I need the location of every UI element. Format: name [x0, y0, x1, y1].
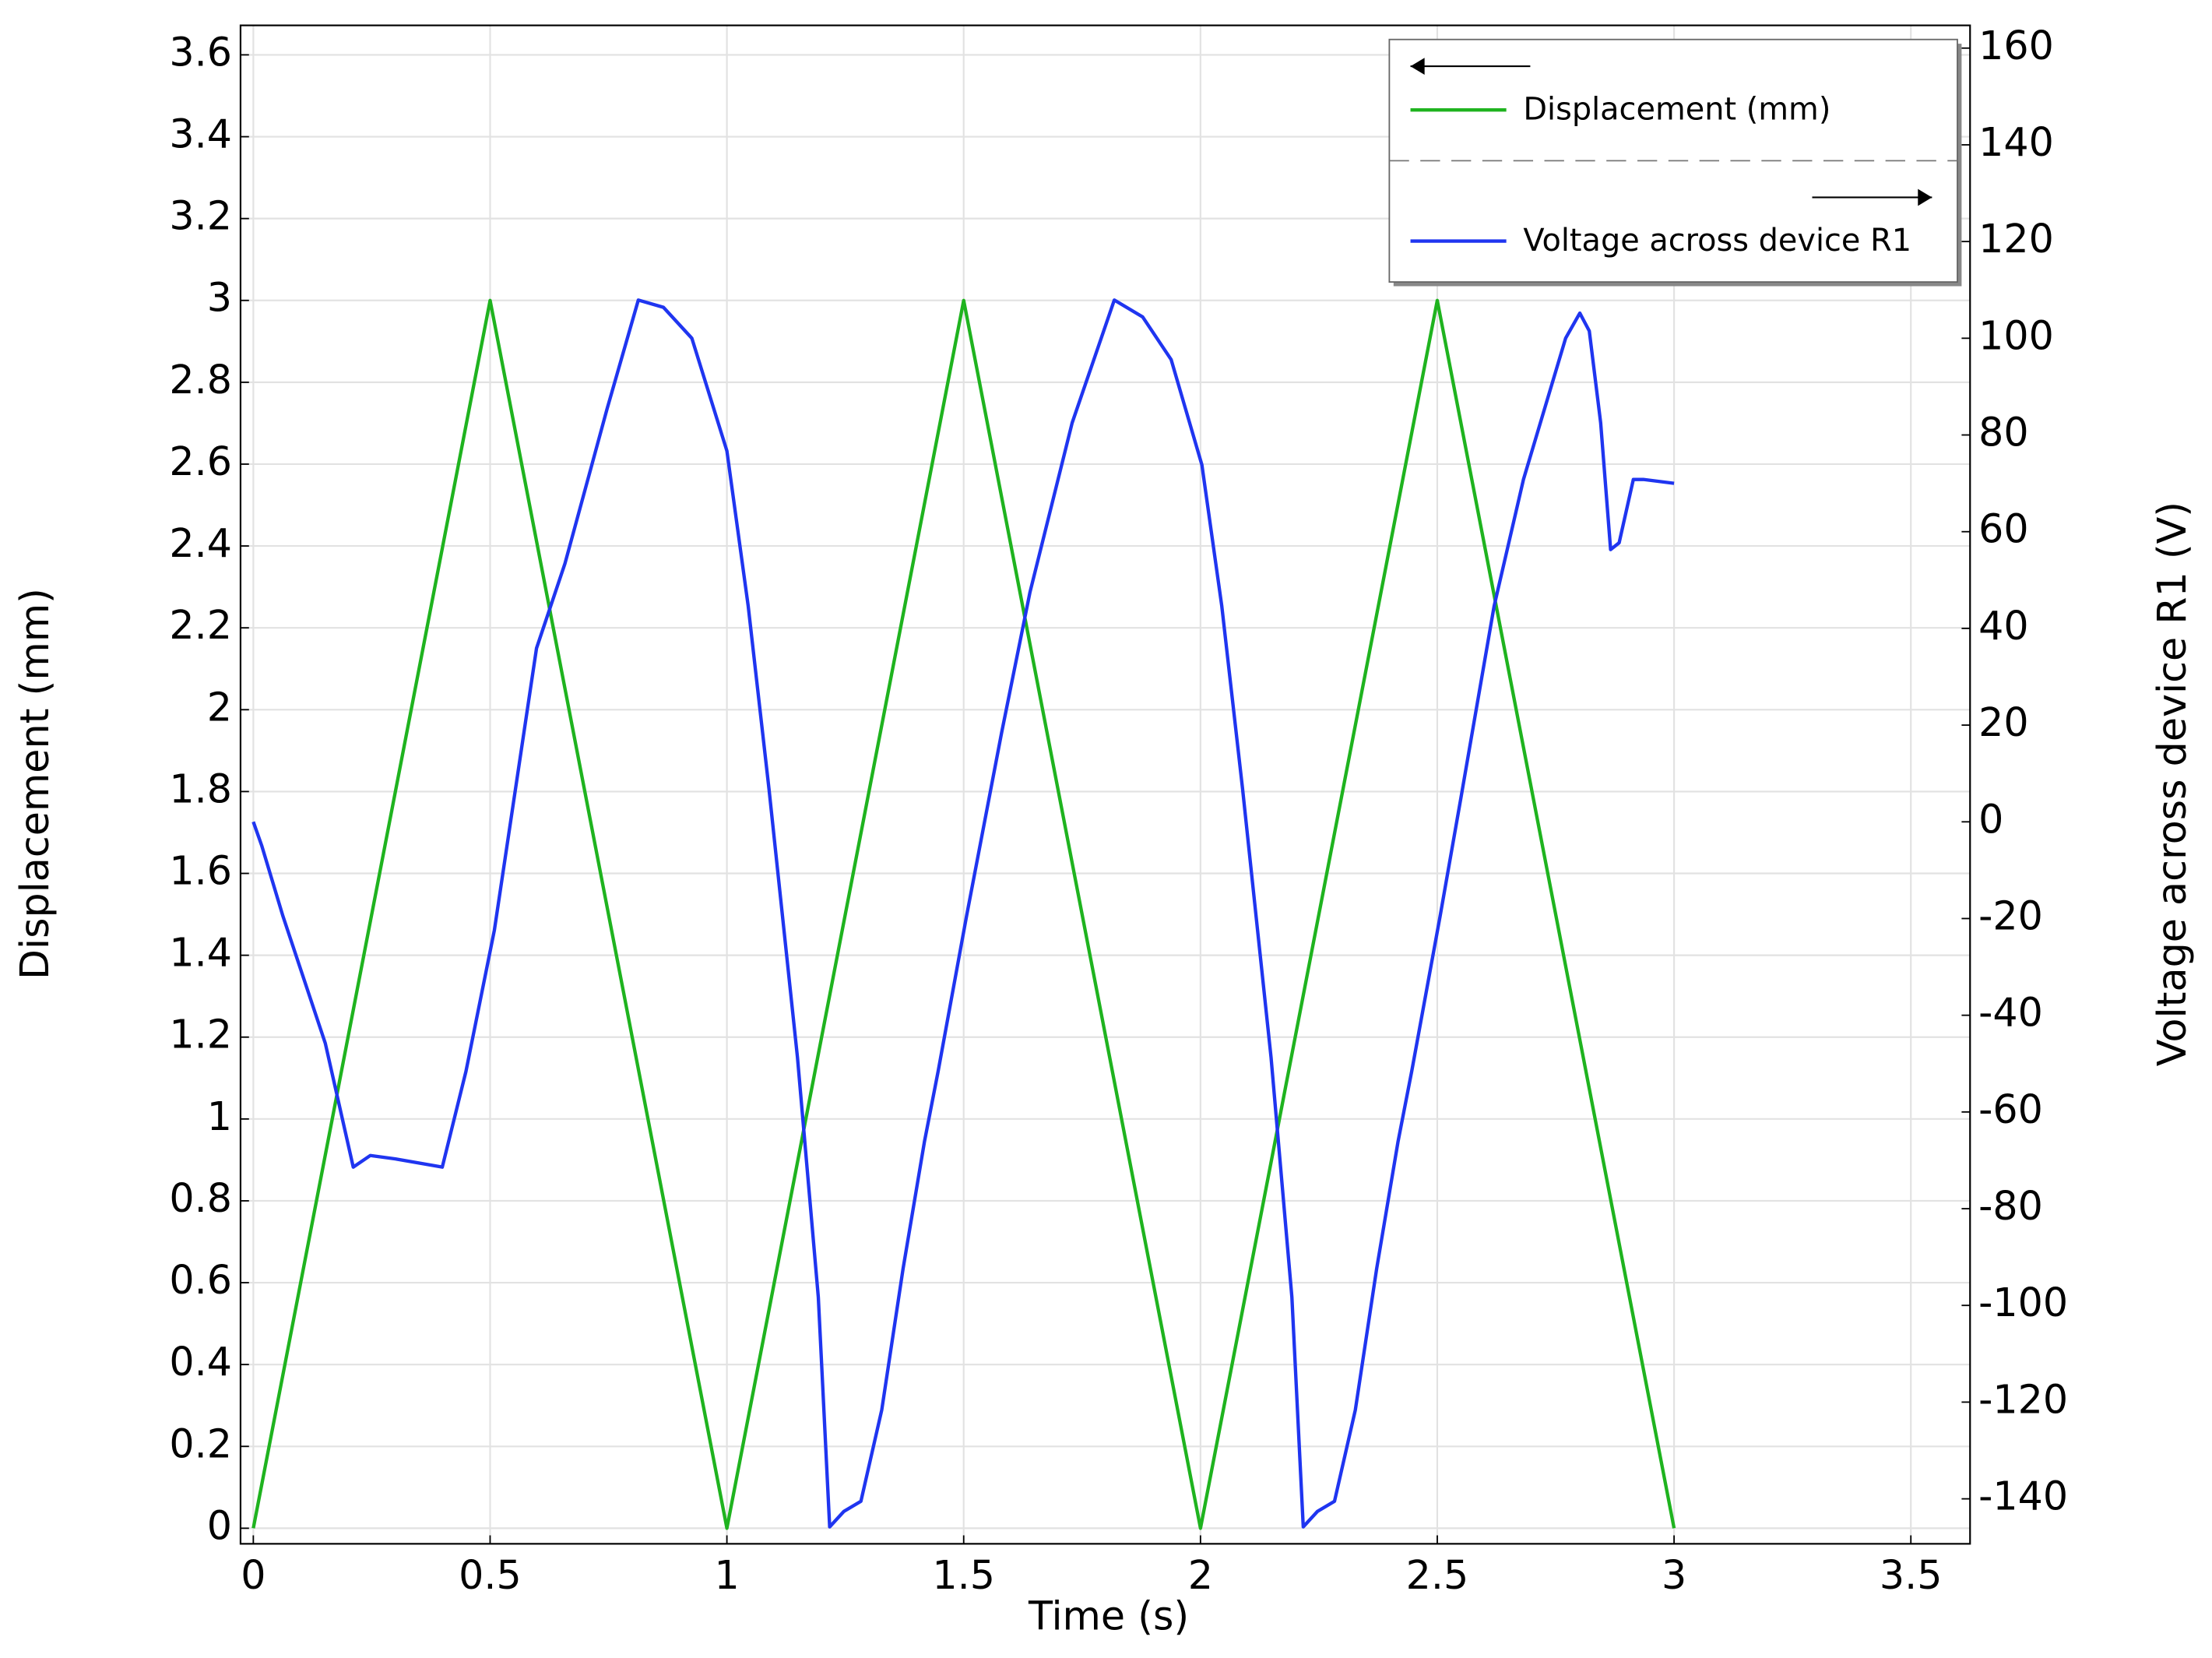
x-tick-label: 1.5 — [932, 1552, 995, 1598]
legend-arrow-head — [1410, 58, 1425, 75]
y-tick-label: 1.6 — [169, 848, 232, 894]
y-tick-label: 1.2 — [169, 1012, 232, 1058]
y2-tick-label: -80 — [1978, 1183, 2043, 1229]
y-tick-label: 2 — [207, 684, 232, 730]
y-tick-label: 2.6 — [169, 438, 232, 484]
y2-tick-label: 100 — [1978, 312, 2054, 358]
y2-tick-label: 40 — [1978, 603, 2029, 649]
y-tick-label: 3.6 — [169, 29, 232, 75]
plot-frame — [239, 24, 1971, 1545]
y-tick-label: 3.4 — [169, 111, 232, 157]
y-tick-label: 2.4 — [169, 520, 232, 566]
y2-tick-label: 160 — [1978, 23, 2054, 69]
legend-label: Voltage across device R1 — [1523, 223, 1911, 259]
y2-tick-label: -40 — [1978, 990, 2043, 1036]
series-line — [251, 298, 1675, 1529]
series-line — [251, 298, 1676, 1530]
x-tick-label: 2.5 — [1406, 1552, 1469, 1598]
y-tick-label: 3.2 — [169, 193, 232, 239]
y-tick-label: 3 — [207, 275, 232, 321]
y2-tick-label: -100 — [1978, 1280, 2068, 1325]
y2-tick-label: -140 — [1978, 1473, 2068, 1519]
y2-tick-label: -20 — [1978, 892, 2043, 938]
y-tick-label: 1.4 — [169, 930, 232, 976]
y2-axis-label: Voltage across device R1 (V) — [2149, 502, 2195, 1066]
y2-tick-label: 80 — [1978, 410, 2029, 456]
legend: Displacement (mm) Voltage across device R… — [1388, 38, 1962, 287]
y2-tick-label: 0 — [1978, 796, 2003, 842]
y-tick-label: 0.2 — [169, 1420, 232, 1466]
y-axis-label: Displacement (mm) — [12, 588, 58, 980]
y-tick-label: 1 — [207, 1093, 232, 1139]
y-tick-label: 1.8 — [169, 766, 232, 811]
y-tick-label: 2.2 — [169, 602, 232, 648]
legend-arrow-head — [1918, 188, 1932, 206]
x-tick-label: 2 — [1188, 1552, 1213, 1598]
x-axis-label: Time (s) — [1028, 1593, 1189, 1639]
x-tick-label: 0 — [241, 1552, 266, 1598]
y-tick-label: 2.8 — [169, 357, 232, 403]
x-tick-label: 1 — [714, 1552, 739, 1598]
y-tick-label: 0 — [207, 1502, 232, 1548]
y2-tick-label: 140 — [1978, 119, 2054, 165]
x-tick-label: 3.5 — [1880, 1552, 1943, 1598]
y2-tick-label: 120 — [1978, 216, 2054, 262]
legend-label: Displacement (mm) — [1523, 92, 1830, 128]
y2-tick-label: 20 — [1978, 699, 2029, 745]
y-tick-label: 0.4 — [169, 1339, 232, 1385]
y2-tick-label: 60 — [1978, 506, 2029, 552]
y2-tick-label: -120 — [1978, 1376, 2068, 1422]
y-tick-label: 0.8 — [169, 1175, 232, 1221]
x-tick-label: 0.5 — [459, 1552, 522, 1598]
y-tick-label: 0.6 — [169, 1257, 232, 1303]
x-tick-label: 3 — [1662, 1552, 1686, 1598]
y2-tick-label: -60 — [1978, 1086, 2043, 1132]
